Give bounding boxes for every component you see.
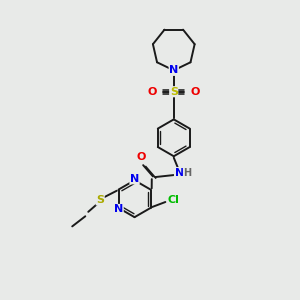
Text: S: S — [170, 87, 178, 97]
Text: N: N — [114, 204, 123, 214]
Text: Cl: Cl — [167, 195, 179, 205]
Text: O: O — [137, 152, 146, 162]
Text: O: O — [147, 87, 157, 97]
Text: N: N — [169, 65, 178, 75]
Text: S: S — [96, 195, 104, 205]
Text: N: N — [175, 168, 184, 178]
Text: H: H — [183, 168, 191, 178]
Text: N: N — [130, 174, 139, 184]
Text: O: O — [191, 87, 200, 97]
